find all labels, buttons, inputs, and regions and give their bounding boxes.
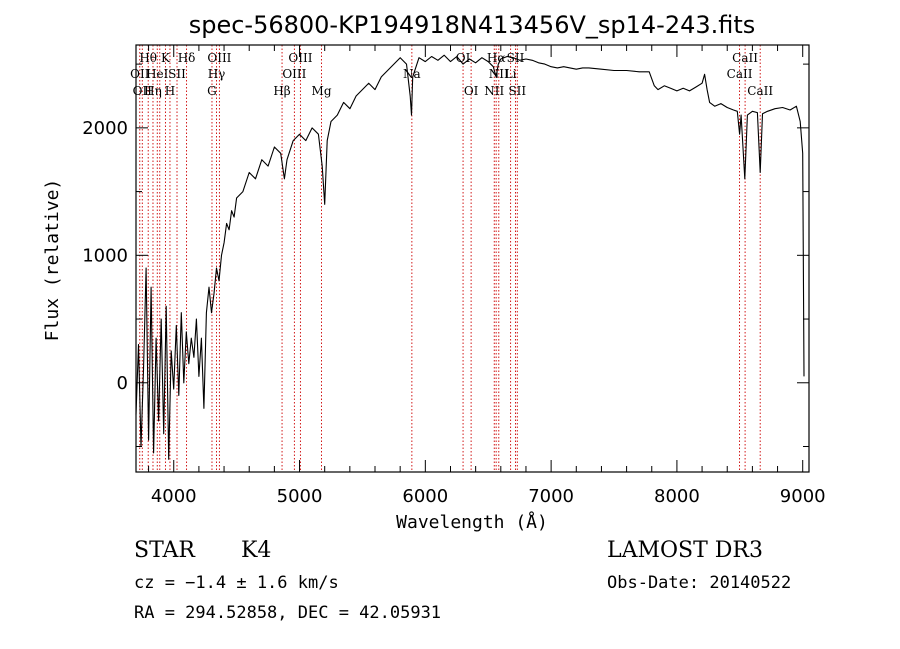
line-marker-label: SII xyxy=(168,67,186,81)
line-marker-label: G xyxy=(207,84,217,98)
x-tick-label: 8000 xyxy=(654,486,700,507)
redshift-info: cz = −1.4 ± 1.6 km/s xyxy=(134,573,339,593)
series-layer xyxy=(135,54,805,460)
line-marker-label: Hδ xyxy=(178,51,196,65)
chart-title: spec-56800-KP194918N413456V_sp14-243.fit… xyxy=(189,11,756,39)
line-marker-labels: OII OII Hθ Hη HeI K H SII Hδ G Hγ OIII Hβ OIII OIII Mg N… xyxy=(130,51,773,98)
line-marker-label: Hβ xyxy=(273,84,290,98)
line-marker-label: OI xyxy=(464,84,479,98)
line-marker-label: OII xyxy=(133,84,153,98)
x-tick-label: 4000 xyxy=(151,486,197,507)
line-marker-label: Hα xyxy=(487,51,506,65)
line-marker-label: HeI xyxy=(146,67,169,81)
line-marker-label: CaII xyxy=(732,51,758,65)
x-tick-label: 5000 xyxy=(277,486,323,507)
line-marker-label: SII xyxy=(508,84,526,98)
axis-ticks: 4000 5000 6000 7000 8000 9000 0 1000 2000 xyxy=(82,45,826,507)
line-marker-label: CaII xyxy=(747,84,773,98)
line-marker-label: K xyxy=(161,51,171,65)
observation-date: Obs-Date: 20140522 xyxy=(607,573,792,593)
line-marker-label: Hγ xyxy=(208,67,226,81)
line-marker-label: Mg xyxy=(312,84,332,98)
line-marker-label: H xyxy=(165,84,175,98)
line-marker-label: CaII xyxy=(727,67,753,81)
object-subclass: K4 xyxy=(241,538,272,563)
x-tick-label: 9000 xyxy=(780,486,826,507)
plot-frame xyxy=(135,44,810,473)
y-tick-label: 0 xyxy=(117,373,128,394)
line-marker-label: Li xyxy=(505,67,517,81)
coordinates-info: RA = 294.52858, DEC = 42.05931 xyxy=(134,603,442,623)
line-marker-label: OII xyxy=(130,67,150,81)
line-marker-label: Hη xyxy=(144,84,162,98)
line-marker-label: OIII xyxy=(207,51,231,65)
y-tick-label: 2000 xyxy=(82,118,128,139)
x-tick-label: 7000 xyxy=(528,486,574,507)
y-tick-label: 1000 xyxy=(82,245,128,266)
line-markers xyxy=(139,45,761,472)
spectrum-series-line xyxy=(135,54,805,460)
object-class: STAR xyxy=(134,538,195,563)
line-marker-label: NII xyxy=(484,84,504,98)
x-tick-label: 6000 xyxy=(402,486,448,507)
x-axis-label: Wavelength (Å) xyxy=(396,511,548,533)
line-marker-label: OIII xyxy=(288,51,312,65)
line-marker-label: Hθ xyxy=(139,51,157,65)
line-marker-label: Na xyxy=(403,67,421,81)
y-axis-label: Flux (relative) xyxy=(42,179,63,342)
line-marker-label: OIII xyxy=(282,67,306,81)
line-marker-label: SII xyxy=(507,51,525,65)
survey-name: LAMOST DR3 xyxy=(607,538,763,563)
